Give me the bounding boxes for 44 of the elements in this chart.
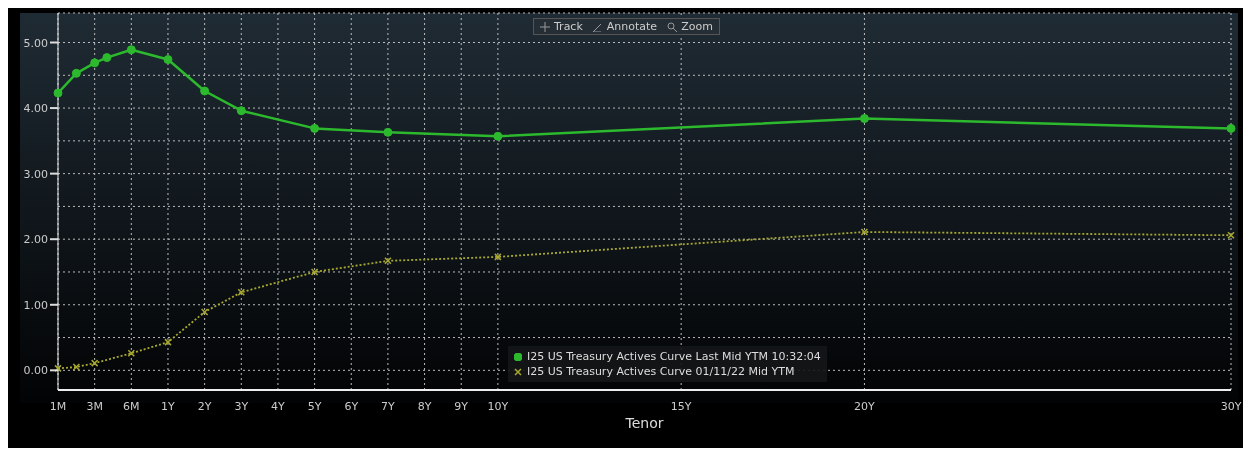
legend-label: I25 US Treasury Actives Curve Last Mid YTM 10:32:04 [527,349,821,364]
x-tick-label: 6M [123,400,140,413]
annotation: Annotate [606,20,658,33]
point [90,58,100,68]
x-tick-label: 15Y [670,400,692,413]
point [71,68,81,78]
x-tick-label: 7Y [381,400,396,413]
point [126,45,136,55]
x-tick-label: 1M [49,400,67,413]
point [53,88,63,98]
point [127,349,136,358]
annotation: Track [554,20,583,33]
point [493,131,503,141]
point [859,114,869,124]
x-tick-label: 5Y [307,400,322,413]
point [236,106,246,116]
annotation: Zoom [681,20,713,33]
y-tick-label: 1.00 [23,298,48,312]
y-tick-label: 3.00 [23,167,48,181]
point [494,253,502,261]
legend-label: I25 US Treasury Actives Curve 01/11/22 Mid YTM [527,364,795,379]
x-tick-label: 2Y [197,400,212,413]
point [163,55,173,65]
point [237,288,246,297]
x-tick-label: 8Y [417,400,432,413]
x-tick-label: 20Y [854,400,876,413]
point [383,127,393,137]
x-tick-label: 3Y [234,400,249,413]
x-axis-title: Tenor [624,415,664,431]
x-tick-label: 6Y [344,400,359,413]
y-tick-label: 0.00 [23,364,48,378]
x-tick-label: 9Y [454,400,469,413]
point [200,86,210,96]
x-tick-label: 4Y [271,400,286,413]
x-tick-label: 10Y [487,400,509,413]
x-tick-label: 1Y [161,400,176,413]
point [310,123,320,133]
point [102,53,112,63]
y-tick-label: 5.00 [23,36,48,50]
x-tick-label: 30Y [1220,400,1242,413]
y-tick-label: 4.00 [23,102,48,116]
point [1226,123,1236,133]
x-tick-label: 3M [86,400,103,413]
y-tick-label: 2.00 [23,233,48,247]
